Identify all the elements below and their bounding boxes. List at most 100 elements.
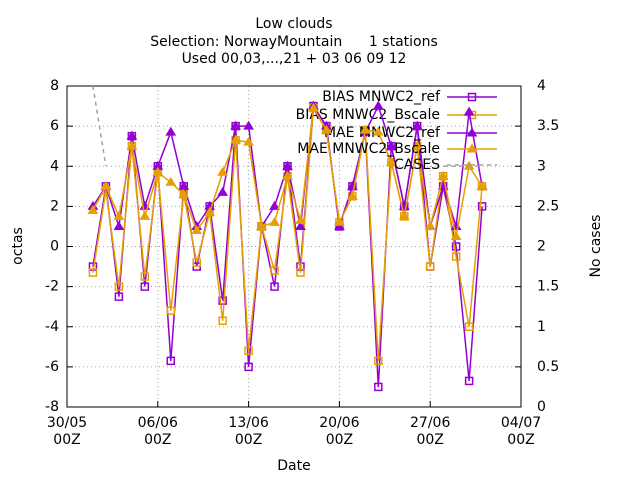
marker <box>126 130 138 140</box>
marker <box>114 292 124 301</box>
plot-border <box>66 85 522 408</box>
y2-tick-label: 2.5 <box>537 198 559 214</box>
marker <box>296 268 305 277</box>
marker <box>140 282 150 291</box>
marker <box>437 170 449 180</box>
marker <box>359 124 371 134</box>
marker <box>411 120 423 130</box>
legend-label: MAE MNWC2_Bscale <box>297 141 440 157</box>
marker <box>244 362 253 372</box>
y2-axis-label: No cases <box>588 215 604 278</box>
y-tick-label: 0 <box>50 239 59 255</box>
marker <box>140 272 150 281</box>
marker <box>374 382 383 392</box>
y2-tick-label: 3 <box>537 158 546 174</box>
marker <box>113 210 125 220</box>
y2-tick-label: 0.5 <box>537 359 559 375</box>
y2-tick-label: 1 <box>537 319 546 335</box>
marker <box>451 252 461 261</box>
x-tick-label: 13/06 00Z <box>228 415 268 448</box>
y2-tick-label: 1.5 <box>537 279 559 295</box>
marker <box>204 206 216 216</box>
marker <box>166 306 176 315</box>
chart-subtitle: Selection: NorwayMountain 1 stations <box>150 34 438 50</box>
marker <box>244 346 253 356</box>
marker <box>166 356 176 366</box>
legend-label: BIAS MNWC2_Bscale <box>296 107 440 123</box>
marker <box>372 126 384 136</box>
y-tick-label: 8 <box>50 78 59 94</box>
marker <box>191 224 203 234</box>
marker <box>424 220 436 230</box>
marker <box>464 322 474 331</box>
x-tick-label: 06/06 00Z <box>138 415 178 448</box>
marker <box>270 282 279 291</box>
marker <box>165 126 177 136</box>
marker <box>113 220 125 230</box>
y-tick-label: -4 <box>45 319 59 335</box>
marker <box>165 176 177 186</box>
legend-label: CASES <box>394 157 440 173</box>
legend-label: BIAS MNWC2_ref <box>322 89 441 105</box>
x-tick-label: 27/06 00Z <box>410 415 450 448</box>
marker <box>398 210 410 220</box>
marker <box>466 127 478 137</box>
x-tick-label: 30/05 00Z <box>47 415 87 448</box>
marker <box>425 262 435 271</box>
marker <box>178 188 190 198</box>
marker <box>270 266 279 275</box>
y2-tick-label: 2 <box>537 239 546 255</box>
marker <box>295 220 306 230</box>
marker <box>476 180 488 190</box>
marker <box>282 170 293 180</box>
y-axis-label: octas <box>10 227 26 265</box>
marker <box>477 202 487 211</box>
marker <box>152 166 164 176</box>
marker <box>139 210 151 220</box>
marker <box>218 316 227 325</box>
marker <box>218 296 227 305</box>
marker <box>467 92 477 102</box>
chart-subtitle: Used 00,03,...,21 + 03 06 09 12 <box>182 51 407 67</box>
marker <box>243 136 254 146</box>
marker <box>411 140 423 150</box>
legend-label: MAE MNWC2_ref <box>324 125 441 141</box>
marker <box>385 140 397 150</box>
chart-title: Low clouds <box>255 16 332 32</box>
marker <box>87 204 99 214</box>
marker <box>372 100 384 110</box>
marker <box>346 190 358 200</box>
marker <box>321 124 332 134</box>
marker <box>88 268 98 277</box>
marker <box>256 220 267 230</box>
marker <box>464 376 474 386</box>
y2-tick-label: 0 <box>537 399 546 415</box>
y-tick-label: -2 <box>45 279 59 295</box>
marker <box>230 134 242 144</box>
marker <box>466 143 478 153</box>
marker <box>295 214 306 224</box>
marker <box>230 120 242 130</box>
marker <box>450 230 462 240</box>
y2-tick-label: 4 <box>537 78 546 94</box>
marker <box>192 258 201 267</box>
marker <box>374 356 383 366</box>
marker <box>100 180 112 190</box>
x-tick-label: 20/06 00Z <box>319 415 359 448</box>
marker <box>282 160 293 170</box>
y2-tick-label: 3.5 <box>537 118 559 134</box>
marker <box>217 186 229 196</box>
marker <box>385 156 397 166</box>
marker <box>126 140 138 150</box>
x-tick-label: 04/07 00Z <box>501 415 541 448</box>
y-tick-label: 6 <box>50 118 59 134</box>
marker <box>269 216 280 226</box>
marker <box>463 106 475 116</box>
y-tick-label: 2 <box>50 198 59 214</box>
series-line <box>92 85 483 168</box>
x-axis-label: Date <box>277 458 310 474</box>
marker <box>269 200 280 210</box>
y-tick-label: -6 <box>45 359 59 375</box>
marker <box>334 216 345 226</box>
